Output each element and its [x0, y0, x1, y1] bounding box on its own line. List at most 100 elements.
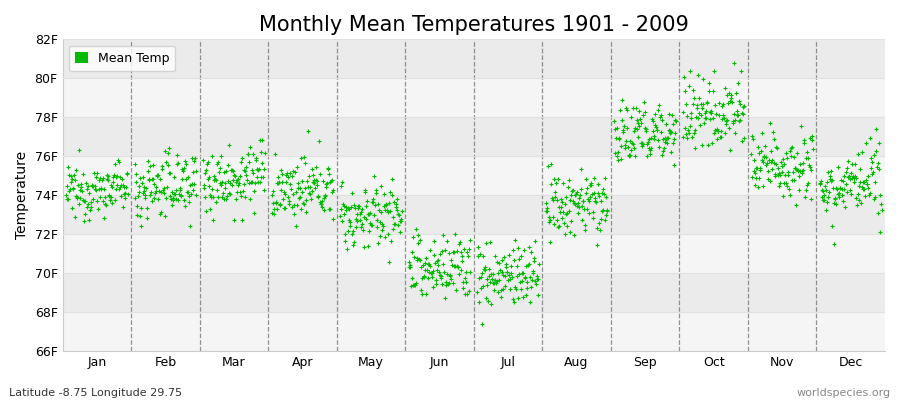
Point — [269, 180, 284, 186]
Point — [271, 174, 285, 180]
Point — [382, 200, 396, 206]
Point — [386, 226, 400, 232]
Point — [716, 115, 731, 121]
Point — [649, 126, 663, 133]
Point — [459, 269, 473, 275]
Point — [700, 99, 715, 105]
Bar — [62, 39, 885, 78]
Point — [749, 175, 763, 181]
Point — [856, 179, 870, 186]
Point — [221, 142, 236, 148]
Point — [766, 129, 780, 135]
Point — [393, 216, 408, 222]
Point — [321, 165, 336, 171]
Point — [689, 105, 704, 112]
Point — [74, 184, 88, 190]
Point — [679, 131, 693, 138]
Point — [407, 254, 421, 260]
Point — [490, 278, 504, 285]
Point — [769, 161, 783, 167]
Point — [95, 175, 110, 181]
Point — [719, 121, 733, 127]
Point — [792, 187, 806, 194]
Point — [196, 157, 211, 163]
Point — [374, 209, 388, 215]
Title: Monthly Mean Temperatures 1901 - 2009: Monthly Mean Temperatures 1901 - 2009 — [259, 15, 688, 35]
Point — [347, 205, 362, 212]
Point — [732, 98, 746, 104]
Point — [840, 189, 854, 196]
Point — [401, 264, 416, 270]
Point — [654, 129, 669, 136]
Point — [436, 261, 451, 268]
Point — [199, 167, 213, 173]
Point — [173, 185, 187, 192]
Point — [655, 152, 670, 158]
Point — [298, 159, 312, 166]
Point — [679, 101, 693, 107]
Point — [527, 278, 542, 284]
Point — [146, 176, 160, 182]
Point — [734, 68, 748, 74]
Point — [587, 175, 601, 181]
Point — [551, 176, 565, 182]
Point — [849, 175, 863, 181]
Point — [132, 175, 147, 181]
Point — [393, 218, 408, 224]
Point — [482, 266, 497, 273]
Point — [230, 182, 245, 189]
Point — [407, 282, 421, 288]
Point — [147, 195, 161, 201]
Point — [519, 263, 534, 270]
Point — [744, 151, 759, 157]
Point — [440, 271, 454, 277]
Point — [573, 166, 588, 172]
Point — [651, 137, 665, 144]
Point — [527, 258, 542, 264]
Point — [85, 183, 99, 190]
Point — [493, 267, 508, 274]
Point — [421, 269, 436, 276]
Point — [818, 183, 832, 189]
Point — [757, 154, 771, 160]
Point — [617, 142, 632, 148]
Point — [829, 184, 843, 191]
Point — [222, 191, 237, 198]
Point — [197, 185, 211, 191]
Point — [868, 179, 883, 185]
Point — [695, 104, 709, 111]
Point — [451, 264, 465, 270]
Point — [571, 199, 585, 206]
Point — [661, 135, 675, 142]
Point — [558, 231, 572, 238]
Point — [580, 184, 595, 191]
Point — [174, 192, 188, 199]
Point — [248, 180, 262, 187]
Point — [516, 270, 530, 276]
Point — [513, 279, 527, 285]
Point — [518, 292, 533, 298]
Point — [162, 145, 176, 151]
Point — [377, 202, 392, 209]
Point — [625, 140, 639, 146]
Point — [543, 217, 557, 223]
Point — [420, 261, 435, 267]
Point — [647, 133, 662, 139]
Point — [485, 276, 500, 282]
Point — [699, 100, 714, 106]
Point — [81, 183, 95, 189]
Point — [447, 231, 462, 237]
Point — [366, 199, 381, 205]
Point — [865, 171, 879, 178]
Point — [576, 198, 590, 204]
Point — [687, 94, 701, 101]
Point — [757, 153, 771, 159]
Point — [538, 208, 553, 214]
Point — [724, 91, 738, 98]
Point — [622, 153, 636, 159]
Point — [163, 193, 177, 199]
Point — [678, 88, 692, 94]
Point — [421, 275, 436, 282]
Point — [869, 126, 884, 132]
Point — [851, 151, 866, 157]
